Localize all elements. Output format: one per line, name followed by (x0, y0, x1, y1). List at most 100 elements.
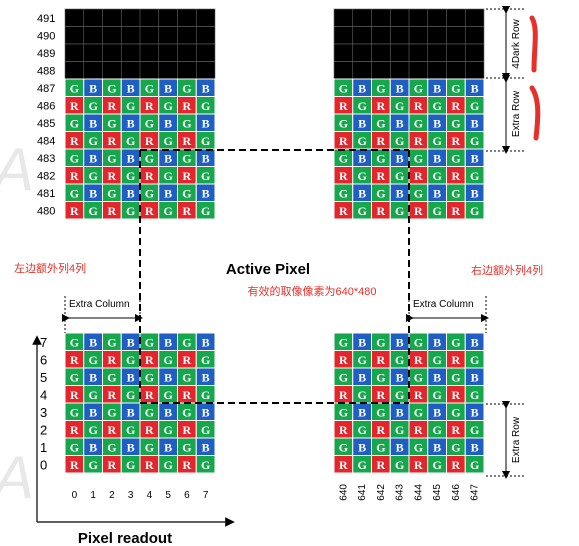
watermark-mark: A (0, 444, 34, 511)
row-number: 484 (37, 136, 55, 148)
red-highlight-mark (529, 85, 541, 141)
active-pixel-boundary (139, 149, 410, 404)
pixel-letter: R (70, 134, 79, 148)
pixel-letter: R (414, 353, 423, 367)
pixel-letter: B (202, 335, 210, 349)
pixel-letter: G (376, 186, 385, 200)
pixel-letter: B (471, 81, 479, 95)
pixel-letter: B (164, 151, 172, 165)
pixel-letter: G (395, 458, 404, 472)
pixel-letter: B (127, 370, 135, 384)
pixel-letter: R (70, 169, 79, 183)
pixel-letter: R (339, 423, 348, 437)
pixel-letter: B (127, 335, 135, 349)
pixel-letter: B (471, 151, 479, 165)
pixel-block-top-left: G B G B G B G BR G R G R G R GG B G B G B G BR G R G R G R GG B G B G B G B… (64, 8, 216, 220)
pixel-letter: B (202, 151, 210, 165)
pixel-letter: G (145, 81, 154, 95)
pixel-letter: G (376, 116, 385, 130)
pixel-letter: G (182, 116, 191, 130)
watermark-mark: A (0, 136, 34, 203)
pixel-letter: G (126, 423, 135, 437)
pixel-letter: G (470, 423, 479, 437)
pixel-letter: G (451, 186, 460, 200)
pixel-letter: B (164, 335, 172, 349)
pixel-letter: G (126, 388, 135, 402)
pixel-letter: B (127, 440, 135, 454)
pixel-letter: G (414, 370, 423, 384)
pixel-letter: G (126, 134, 135, 148)
pixel-letter: R (452, 99, 461, 113)
pixel-letter: R (452, 204, 461, 218)
pixel-readout-label: Pixel readout (78, 530, 172, 546)
pixel-letter: R (70, 204, 79, 218)
right-note: 右边额外列4列 (471, 263, 543, 277)
pixel-letter: G (339, 151, 348, 165)
pixel-letter: R (339, 169, 348, 183)
pixel-letter: R (339, 204, 348, 218)
pixel-letter: R (108, 99, 117, 113)
pixel-letter: B (127, 116, 135, 130)
pixel-letter: G (395, 99, 404, 113)
pixel-letter: R (452, 353, 461, 367)
pixel-letter: G (88, 423, 97, 437)
pixel-letter: B (127, 151, 135, 165)
pixel-letter: B (433, 440, 441, 454)
pixel-letter: G (432, 423, 441, 437)
pixel-letter: G (339, 405, 348, 419)
pixel-letter: R (145, 388, 154, 402)
pixel-letter: G (376, 440, 385, 454)
row-number: 2 (40, 423, 47, 438)
pixel-block-top-right: G B G B G B G BR G R G R G R GG B G B G B G BR G R G R G R GG B G B G B G B… (333, 8, 485, 220)
pixel-letter: B (358, 370, 366, 384)
pixel-letter: G (70, 405, 79, 419)
pixel-letter: B (202, 81, 210, 95)
pixel-letter: R (183, 134, 192, 148)
pixel-letter: G (414, 335, 423, 349)
pixel-readout-axes: Pixel readout (32, 335, 235, 546)
pixel-letter: R (452, 169, 461, 183)
pixel-letter: B (164, 440, 172, 454)
pixel-letter: G (357, 458, 366, 472)
pixel-letter: G (163, 458, 172, 472)
pixel-letter: G (201, 134, 210, 148)
column-number: 6 (184, 490, 190, 501)
pixel-letter: R (377, 423, 386, 437)
pixel-letter: G (395, 169, 404, 183)
pixel-letter: G (126, 99, 135, 113)
pixel-letter: B (396, 370, 404, 384)
pixel-letter: G (107, 81, 116, 95)
row-number: 483 (37, 153, 55, 165)
pixel-letter: G (357, 388, 366, 402)
pixel-letter: G (339, 81, 348, 95)
pixel-letter: G (145, 186, 154, 200)
row-number: 1 (40, 440, 47, 455)
pixel-letter: G (70, 186, 79, 200)
pixel-letter: R (108, 134, 117, 148)
pixel-letter: G (432, 458, 441, 472)
pixel-letter: B (89, 116, 97, 130)
pixel-letter: R (414, 134, 423, 148)
pixel-letter: R (145, 99, 154, 113)
pixel-letter: B (433, 405, 441, 419)
pixel-letter: G (88, 134, 97, 148)
row-number: 4 (40, 388, 47, 403)
pixel-letter: G (70, 151, 79, 165)
pixel-letter: G (357, 99, 366, 113)
pixel-letter: G (451, 151, 460, 165)
pixel-letter: B (471, 116, 479, 130)
pixel-letter: G (432, 134, 441, 148)
pixel-letter: B (396, 81, 404, 95)
pixel-letter: B (358, 335, 366, 349)
pixel-letter: R (414, 99, 423, 113)
pixel-letter: G (88, 353, 97, 367)
pixel-letter: G (414, 440, 423, 454)
left-note: 左边额外列4列 (14, 261, 86, 275)
pixel-letter: B (89, 151, 97, 165)
pixel-cell (195, 455, 216, 474)
pixel-letter: G (432, 388, 441, 402)
pixel-letter: G (126, 204, 135, 218)
column-number: 646 (451, 484, 462, 501)
pixel-letter: G (470, 388, 479, 402)
